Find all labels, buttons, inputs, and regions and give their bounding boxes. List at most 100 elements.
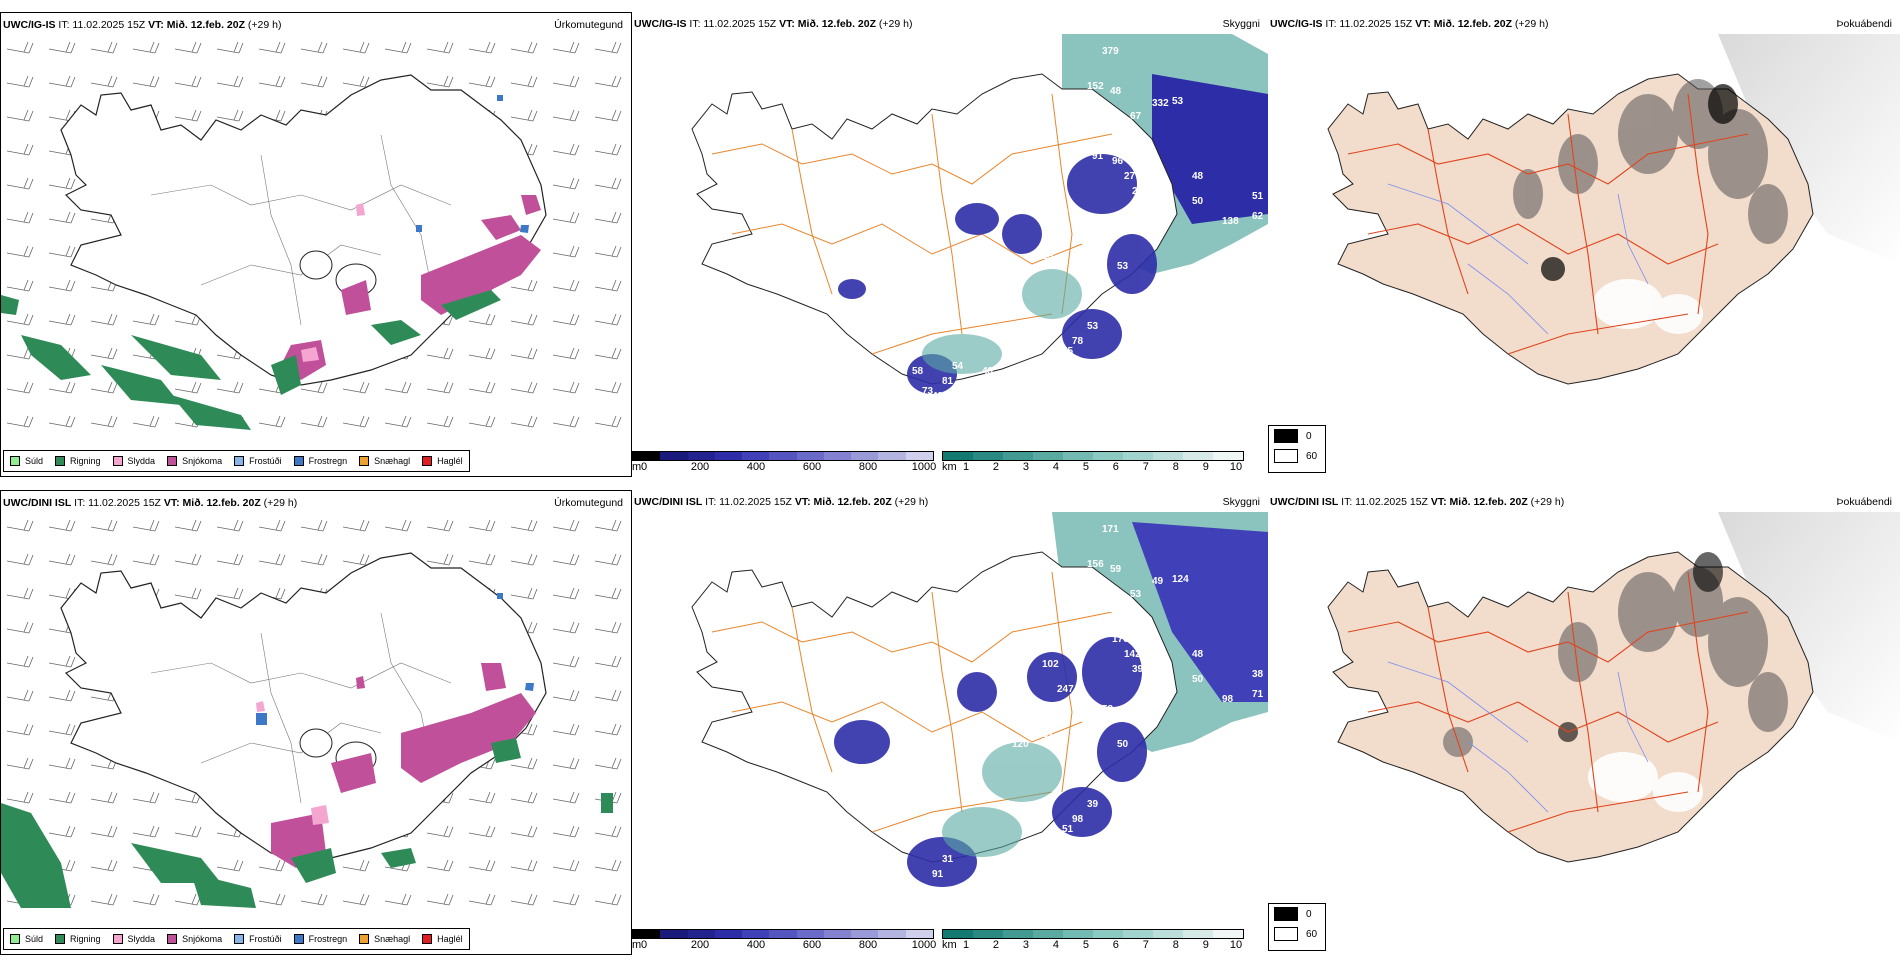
legend-swatch [10,456,20,466]
tick-label: 1000 [911,461,937,473]
fog-legend-item: 60 [1269,924,1325,944]
legend-swatch [55,456,66,466]
cloud-base-label: 60 [992,181,1004,192]
cloud-base-label: 127 [1102,604,1119,615]
cloud-base-label: 98 [1222,694,1234,705]
legend-item: Snjókoma [167,456,222,466]
tick-label: 10 [1229,461,1243,473]
model-name: UWC/IG-IS [3,19,56,31]
cloud-base-label: 13 [962,396,974,407]
cloud-base-label: 62 [1252,211,1264,222]
cloud-base-label: 78 [1072,336,1084,347]
cloud-base-label: 53 [1117,261,1129,272]
tick-label: 5 [1082,939,1089,951]
legend-label: Súld [25,934,44,944]
model-name: UWC/IG-IS [1270,18,1323,30]
visibility-bar [942,451,1244,461]
lead-time: (+29 h) [1514,18,1549,30]
cloud-base-label: 53 [1057,839,1069,850]
cloud-base-label: 123 [1037,251,1054,262]
panel-header: UWC/DINI ISL IT: 11.02.2025 15Z VT: Mið.… [1270,496,1892,510]
fog-legend-item: 0 [1269,426,1325,446]
valid-time: VT: Mið. 12.feb. 20Z [148,19,245,31]
legend-item: Rigning [55,934,101,944]
fog-index-panel: UWC/IG-IS IT: 11.02.2025 15Z VT: Mið. 12… [1268,12,1900,477]
fog-legend-item: 0 [1269,904,1325,924]
legend-item: Snæhagl [359,456,410,466]
cloud-base-bar [632,451,934,461]
cloud-base-label: 140 [1042,709,1059,720]
panel-title: Þokuábendi [1836,496,1892,508]
cloud-base-bar [632,929,934,939]
legend-label: Rigning [70,456,101,466]
cloud-base-label: 124 [1172,574,1189,585]
panel-header: UWC/IG-IS IT: 11.02.2025 15Z VT: Mið. 12… [1270,18,1892,32]
legend-label: Frostúði [249,456,282,466]
cloud-base-label: 91 [1092,151,1104,162]
init-time: IT: 11.02.2025 15Z [1341,496,1428,508]
panel-title: Þokuábendi [1836,18,1892,30]
cloud-base-label: 71 [1082,141,1094,152]
legend-item: Haglél [422,934,463,944]
cloud-base-label: 149 [1042,231,1059,242]
model-name: UWC/DINI ISL [3,497,72,509]
cloud-base-label: 57 [1102,126,1114,137]
tick-label: 800 [858,461,878,473]
legend-swatch [10,934,20,944]
tick-label: 10 [1229,939,1243,951]
legend-swatch [422,456,433,466]
cloud-base-label: 81 [942,376,954,387]
cloud-base-label: 48 [1192,649,1204,660]
tick-label: 6 [1112,939,1119,951]
cloud-base-label: 43 [982,366,994,377]
cloud-base-label: 38 [1252,669,1264,680]
precip-map [1,35,631,435]
legend-item: Slydda [112,934,155,944]
tick-label: 6 [1112,461,1119,473]
legend-item: Haglél [422,456,463,466]
legend-label: Frostregn [308,934,348,944]
legend-swatch [234,934,245,944]
lead-time: (+29 h) [1530,496,1565,508]
cloud-base-label: 46 [1082,754,1094,765]
cloud-base-label: 138 [1222,216,1239,227]
valid-time: VT: Mið. 12.feb. 20Z [1415,18,1512,30]
valid-time: VT: Mið. 12.feb. 20Z [794,496,892,508]
cloud-base-label: 100 [1057,206,1074,217]
legend-label: Snjókoma [182,456,223,466]
tick-label: 800 [858,939,878,951]
cloud-base-label: 134 [1067,96,1084,107]
visibility-colorbar: km 1 2 3 4 5 6 7 8 9 10 [942,927,1244,955]
init-time: IT: 11.02.2025 15Z [689,18,777,30]
legend-swatch [422,934,433,944]
cloud-base-label: 171 [1102,524,1119,535]
cloud-base-label: 53 [1130,589,1142,600]
cloud-map: 171 156 75 59 53 49 124 127 163 92 170 142 39 48 50 38 7… [632,512,1268,912]
fog-legend: 0 60 [1268,425,1326,473]
cloud-base-colorbar: m 0 200 400 600 800 1000 [632,927,936,955]
legend-swatch [359,456,370,466]
cloud-base-label: 53 [1087,321,1099,332]
model-name: UWC/DINI ISL [634,496,703,508]
precip-type-legend: Súld Rigning Slydda Snjókoma Frostúði Fr… [3,450,470,472]
legend-swatch [293,934,304,944]
valid-time: VT: Mið. 12.feb. 20Z [779,18,876,30]
legend-item: Súld [10,934,43,944]
cloud-base-label: 247 [1057,684,1074,695]
cloud-base-label: 48 [1192,171,1204,182]
cloud-visibility-panel: UWC/DINI ISL IT: 11.02.2025 15Z VT: Mið.… [632,490,1268,955]
cloud-base-label: 52 [1102,704,1114,715]
cloud-base-label: 51 [1252,191,1264,202]
legend-label: Snæhagl [374,934,411,944]
precip-type-panel: UWC/IG-IS IT: 11.02.2025 15Z VT: Mið. 12… [0,12,632,477]
iceland-outline [60,74,547,386]
legend-label: 60 [1306,450,1318,462]
visibility-unit: km [942,461,957,473]
tick-label: 8 [1172,461,1179,473]
cloud-base-label: 46 [1012,191,1024,202]
cloud-base-label: 30 [952,411,964,422]
legend-item: Súld [10,456,43,466]
fog-legend: 0 60 [1268,903,1326,951]
cloud-base-label: 50 [1192,196,1204,207]
